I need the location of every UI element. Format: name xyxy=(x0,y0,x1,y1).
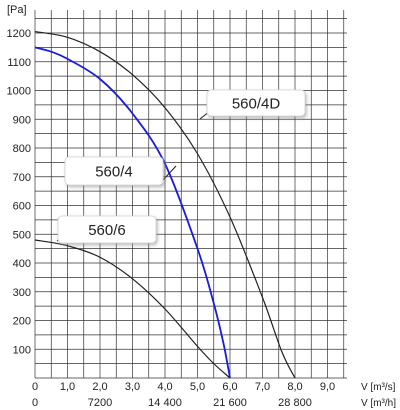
y-tick-label: 1200 xyxy=(7,28,31,40)
x2-tick-label: 7200 xyxy=(88,397,112,409)
x-axis-unit: V [m³/s] xyxy=(361,382,396,393)
label-box-560-6 xyxy=(57,215,157,244)
x-tick-label: 3,0 xyxy=(125,381,140,393)
x2-tick-label: 0 xyxy=(32,397,38,409)
series-label-560-4: 560/4 xyxy=(95,164,133,181)
curve-labels: 560/4D 560/4 560/6 xyxy=(56,89,306,244)
x-tick-label: 1,0 xyxy=(60,381,75,393)
x2-tick-label: 21 600 xyxy=(213,397,247,409)
curve-560-4 xyxy=(34,46,231,379)
y-tick-label: 200 xyxy=(13,316,31,328)
x-tick-label: 4,0 xyxy=(157,381,172,393)
x2-tick-label: 28 800 xyxy=(278,397,312,409)
leader-line-560-4 xyxy=(162,165,177,181)
x-tick-label: 2,0 xyxy=(92,381,107,393)
y-tick-label: 700 xyxy=(13,172,31,184)
x-tick-label: 7,0 xyxy=(255,381,270,393)
label-box-560-4D xyxy=(206,89,306,117)
curve-560-4D xyxy=(34,30,296,379)
y-tick-label: 1000 xyxy=(7,86,31,98)
y-tick-label: 400 xyxy=(13,258,31,270)
x-tick-label: 6,0 xyxy=(222,381,237,393)
y-axis-unit: [Pa] xyxy=(7,4,27,16)
y-tick-label: 1100 xyxy=(7,57,31,69)
x2-axis-unit: V [m³/h] xyxy=(361,398,396,409)
y-tick-label: 800 xyxy=(13,143,31,155)
y-tick-label: 300 xyxy=(13,287,31,299)
x-tick-label: 8,0 xyxy=(287,381,302,393)
label-box-560-4 xyxy=(64,156,164,186)
series-label-560-4D: 560/4D xyxy=(232,96,281,113)
axis-text: 100 200 300 400 500 600 700 800 900 1000 1100 1200 [… xyxy=(7,4,397,409)
grid xyxy=(34,10,347,379)
x-tick-label: 0 xyxy=(32,381,38,393)
y-tick-label: 100 xyxy=(13,344,31,356)
x-tick-label: 5,0 xyxy=(190,381,205,393)
curve-560-6 xyxy=(34,239,231,379)
y-tick-label: 500 xyxy=(13,229,31,241)
y-tick-label: 900 xyxy=(13,114,31,126)
y-tick-label: 600 xyxy=(13,201,31,213)
curves xyxy=(34,30,296,379)
series-label-560-6: 560/6 xyxy=(88,222,126,239)
x2-tick-label: 14 400 xyxy=(148,397,182,409)
x-tick-label: 9,0 xyxy=(320,381,335,393)
